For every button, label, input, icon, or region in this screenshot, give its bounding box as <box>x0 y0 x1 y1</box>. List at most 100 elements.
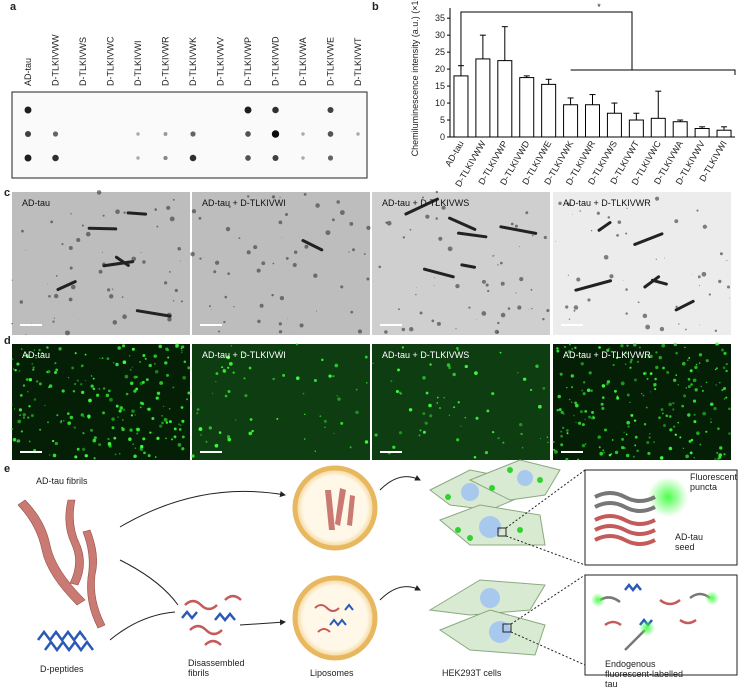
punctum <box>597 435 601 439</box>
panel-letter: e <box>4 463 10 475</box>
punctum <box>25 378 29 381</box>
punctum <box>456 438 460 442</box>
punctum <box>699 443 702 446</box>
punctum <box>198 427 203 431</box>
punctum <box>295 343 299 346</box>
punctum <box>580 362 584 366</box>
punctum <box>602 396 605 399</box>
speckle <box>278 330 283 334</box>
fibril <box>87 226 118 231</box>
punctum <box>27 391 29 393</box>
punctum <box>139 447 144 452</box>
punctum <box>626 344 629 347</box>
speckle <box>142 260 146 264</box>
punctum <box>170 438 174 441</box>
punctum <box>181 345 185 349</box>
fibril <box>650 278 668 286</box>
punctum <box>447 366 452 370</box>
punctum <box>102 411 105 415</box>
bar <box>672 121 688 138</box>
y-tick-label: 25 <box>435 47 445 57</box>
punctum <box>429 414 433 418</box>
punctum <box>560 410 564 414</box>
fibril <box>56 280 77 292</box>
punctum <box>186 398 188 401</box>
punctum <box>41 352 44 355</box>
punctum <box>542 387 546 390</box>
punctum <box>560 434 563 438</box>
punctum <box>182 375 187 380</box>
speckle <box>576 277 581 282</box>
punctum <box>12 368 15 370</box>
punctum <box>642 394 645 397</box>
speckle <box>214 260 220 265</box>
punctum <box>151 417 155 420</box>
speckle <box>642 313 648 319</box>
punctum <box>568 398 571 401</box>
punctum <box>591 410 594 414</box>
speckle <box>299 323 304 328</box>
punctum <box>128 355 131 357</box>
punctum <box>590 389 593 392</box>
speckle <box>357 329 363 334</box>
punctum <box>695 363 698 366</box>
punctum <box>723 387 727 391</box>
punctum <box>687 359 689 361</box>
punctum <box>81 390 85 395</box>
punctum <box>633 419 637 422</box>
speckle <box>287 318 289 320</box>
punctum <box>714 368 717 371</box>
punctum <box>147 407 151 411</box>
punctum <box>573 414 575 417</box>
speckle <box>102 214 105 217</box>
punctum <box>679 436 682 439</box>
punctum <box>372 362 374 365</box>
punctum <box>586 388 591 393</box>
speckle <box>52 320 55 323</box>
punctum <box>612 363 615 367</box>
punctum <box>685 454 689 459</box>
speckle <box>425 214 430 219</box>
speckle <box>415 293 417 296</box>
punctum <box>133 454 137 459</box>
speckle <box>177 246 182 251</box>
punctum <box>93 436 97 440</box>
image-label: AD-tau + D-TLKIVWR <box>563 350 651 360</box>
fibril <box>422 267 455 279</box>
label: Disassembled fibrils <box>188 658 245 678</box>
punctum <box>117 416 119 418</box>
speckle <box>25 249 27 251</box>
micrographs: AD-tau AD-tau + D-TLKIVWI AD-tau + D-TLKIV… <box>11 190 731 336</box>
punctum <box>47 346 49 349</box>
speckle <box>81 224 84 227</box>
punctum <box>135 375 138 379</box>
label: Liposomes <box>310 668 354 678</box>
punctum <box>303 438 306 440</box>
label: AD-tau fibrils <box>36 476 88 486</box>
speckle <box>315 203 320 208</box>
punctum <box>566 386 568 389</box>
arrow <box>109 611 176 641</box>
punctum <box>313 378 317 382</box>
speckle <box>678 323 680 325</box>
punctum <box>629 366 632 369</box>
punctum <box>121 427 125 432</box>
punctum <box>61 389 65 393</box>
punctum <box>53 370 58 374</box>
punctum <box>181 419 185 423</box>
fluorescence-image <box>372 344 550 460</box>
speckle <box>455 328 457 330</box>
punctum <box>66 412 70 415</box>
punctum <box>446 363 451 367</box>
speckle <box>271 195 276 199</box>
punctum <box>92 438 97 443</box>
speckle <box>191 209 197 214</box>
speckle <box>543 235 547 240</box>
blot-dot <box>52 131 59 137</box>
punctum <box>54 362 57 365</box>
punctum <box>334 363 339 368</box>
label: Fluorescent puncta <box>690 472 738 492</box>
punctum <box>131 366 133 368</box>
punctum <box>181 349 183 352</box>
punctum <box>76 379 79 382</box>
